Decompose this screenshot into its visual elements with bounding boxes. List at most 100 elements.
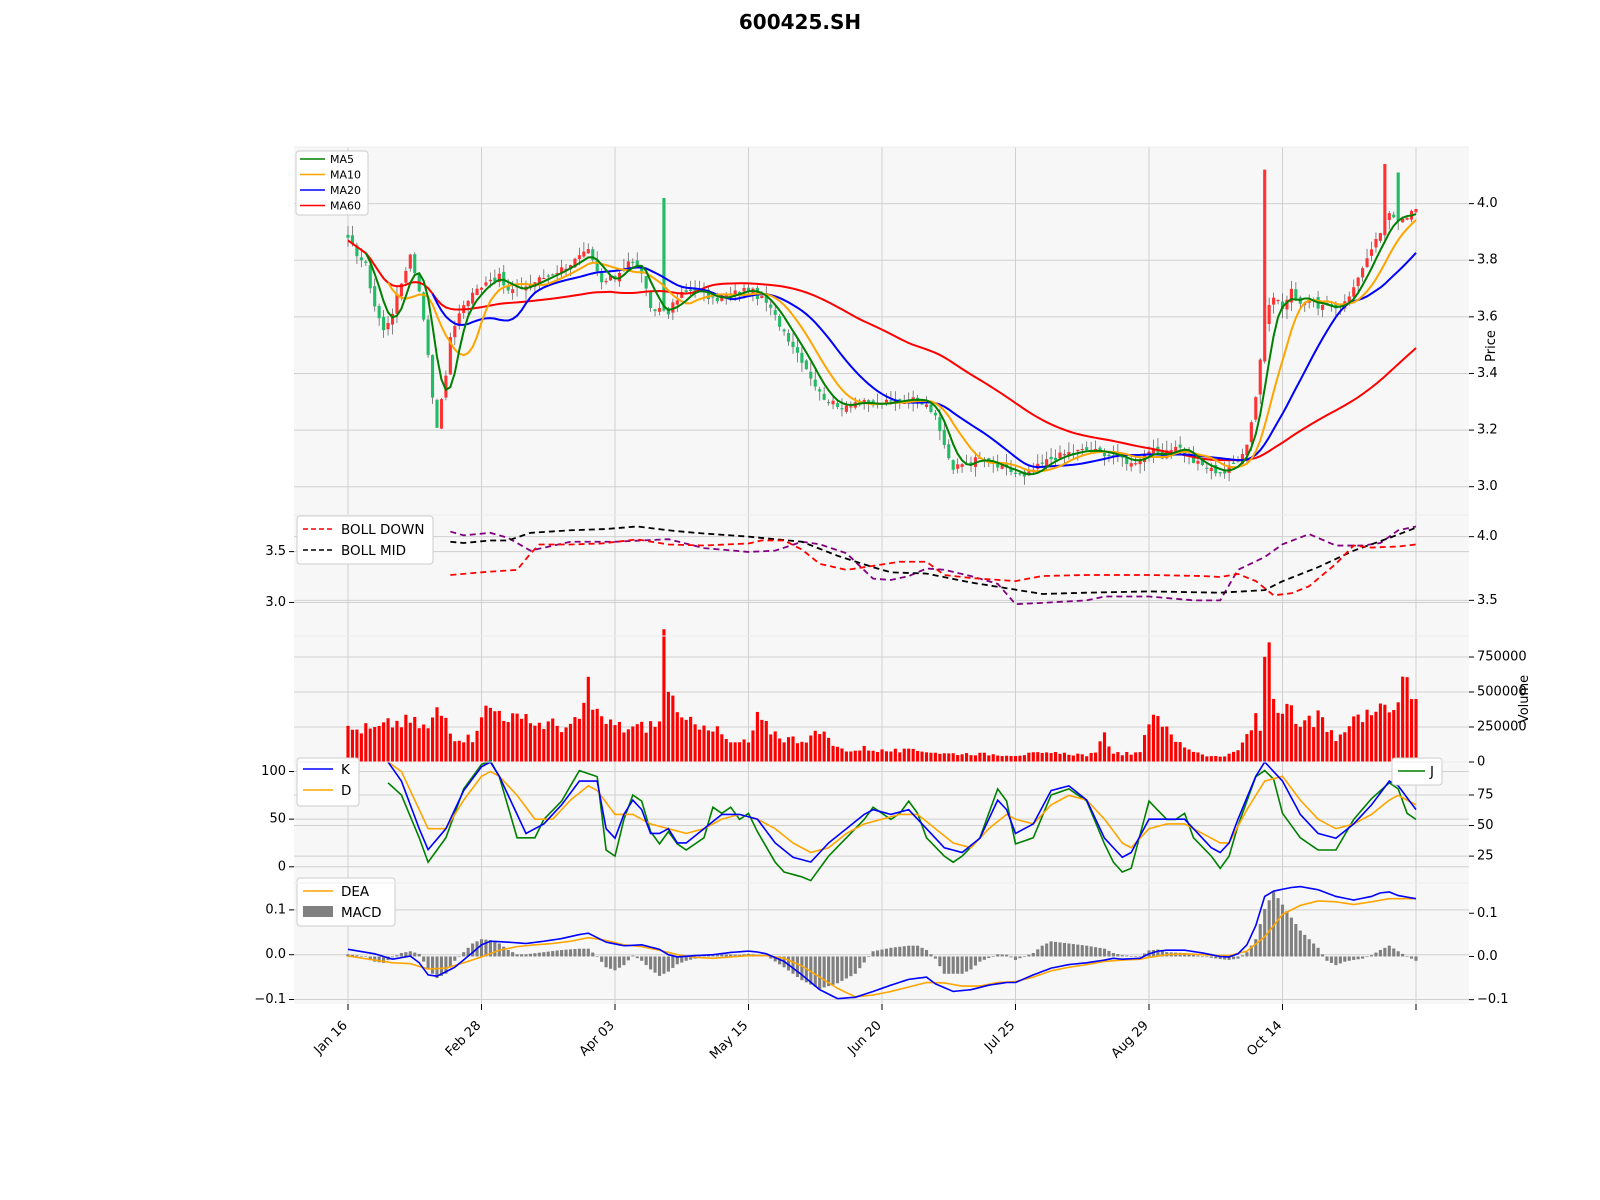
- volume-bar: [1205, 756, 1209, 762]
- volume-bar: [871, 750, 875, 762]
- volume-bar: [849, 751, 853, 762]
- volume-bar: [1000, 756, 1004, 762]
- macd-histogram-bar: [555, 950, 559, 957]
- candle-body: [573, 258, 577, 268]
- volume-bar: [1116, 752, 1120, 762]
- volume-bar: [920, 751, 924, 762]
- macd-histogram-bar: [684, 956, 688, 961]
- candle-body: [1280, 301, 1285, 310]
- candle-body: [1276, 299, 1280, 302]
- macd-histogram-bar: [1183, 953, 1187, 957]
- macd-histogram-bar: [413, 952, 417, 957]
- macd-histogram-bar: [430, 956, 435, 974]
- volume-bar: [551, 718, 555, 762]
- candle-body: [1347, 296, 1351, 303]
- candle-body: [506, 285, 510, 291]
- kdj-d-line: [387, 761, 1417, 854]
- macd-histogram-bar: [1285, 911, 1289, 957]
- candle-body: [346, 234, 350, 238]
- candle-body: [1320, 304, 1325, 310]
- price-ytick-label: 4.0: [1477, 196, 1498, 211]
- volume-bar: [1294, 723, 1298, 762]
- volume-bar: [1409, 699, 1414, 762]
- volume-bar: [386, 718, 390, 762]
- candle-body: [969, 462, 973, 465]
- boll-legend: BOLL DOWN BOLL MID: [296, 515, 434, 565]
- macd-histogram-bar: [591, 952, 595, 957]
- macd-histogram-bar: [457, 956, 461, 958]
- volume-bar: [1129, 754, 1133, 762]
- volume-bar: [484, 705, 488, 762]
- volume-bar: [1254, 713, 1258, 762]
- macd-histogram-bar: [1214, 956, 1218, 959]
- volume-bar: [439, 715, 444, 762]
- candle-body: [849, 406, 853, 408]
- macd-right-tick-label: 0.1: [1477, 906, 1498, 921]
- candle-body: [551, 274, 555, 276]
- macd-histogram-bar: [488, 940, 492, 957]
- macd-histogram-bar: [1374, 952, 1378, 957]
- candle-body: [404, 270, 408, 283]
- macd-histogram-bar: [1142, 953, 1147, 957]
- candle-body: [929, 404, 933, 413]
- macd-histogram-bar: [1383, 947, 1387, 957]
- macd-histogram-bar: [1022, 956, 1026, 958]
- candle-body: [1062, 454, 1067, 456]
- volume-bar: [804, 742, 808, 762]
- boll-down-line: [450, 538, 1417, 597]
- volume-bar: [773, 731, 777, 762]
- ma5-line: [364, 213, 1417, 476]
- macd-histogram-bar: [1049, 941, 1053, 957]
- volume-bar: [1214, 756, 1218, 762]
- candle-body: [560, 267, 564, 274]
- volume-bar: [595, 708, 599, 762]
- price-legend: MA5 MA10 MA20 MA60: [295, 150, 369, 216]
- macd-histogram-bar: [1160, 950, 1164, 957]
- macd-histogram-bar: [426, 956, 430, 970]
- volume-bar: [390, 727, 395, 762]
- volume-bar: [1053, 751, 1058, 762]
- volume-bar: [1209, 756, 1213, 762]
- candle-body: [1289, 288, 1293, 303]
- volume-bar: [1076, 753, 1080, 762]
- macd-histogram-bar: [671, 956, 675, 968]
- macd-histogram-bar: [956, 956, 960, 974]
- macd-histogram-bar: [511, 952, 515, 957]
- macd-histogram-bar: [844, 956, 848, 979]
- macd-legend: DEA MACD: [296, 877, 396, 927]
- candle-body: [1240, 454, 1245, 464]
- macd-histogram-bar: [1267, 900, 1271, 957]
- macd-histogram-bar: [1378, 949, 1382, 957]
- macd-histogram-bar: [1129, 956, 1133, 957]
- macd-histogram-bar: [818, 956, 822, 989]
- candle-body: [422, 292, 426, 320]
- macd-histogram-bar: [1000, 954, 1004, 957]
- volume-bar: [1107, 746, 1111, 762]
- candle-body: [1107, 454, 1111, 457]
- macd-histogram-bar: [902, 946, 906, 957]
- macd-histogram-bar: [791, 956, 795, 974]
- ma10-line: [387, 219, 1417, 473]
- macd-histogram-bar: [1392, 948, 1396, 957]
- volume-bar: [493, 711, 497, 762]
- candle-body: [377, 306, 381, 319]
- volume-bar: [764, 721, 768, 762]
- volume-bar: [1414, 699, 1418, 762]
- volume-bar: [462, 742, 466, 762]
- volume-bar: [631, 726, 635, 762]
- volume-bar: [791, 736, 795, 762]
- macd-histogram-bar: [1156, 949, 1160, 957]
- macd-histogram-bar: [924, 949, 929, 957]
- candle-body: [1174, 446, 1178, 452]
- volume-bar: [884, 751, 889, 762]
- macd-histogram-bar: [644, 956, 648, 966]
- macd-histogram-bar: [622, 956, 626, 966]
- candle-body: [453, 325, 457, 338]
- volume-bar: [1325, 731, 1329, 762]
- volume-bar: [1062, 752, 1067, 762]
- volume-bar: [1387, 712, 1391, 762]
- candle-body: [382, 316, 386, 331]
- x-tick-label: May 15: [707, 1018, 751, 1062]
- volume-bar: [382, 722, 386, 762]
- volume-bar: [991, 754, 995, 762]
